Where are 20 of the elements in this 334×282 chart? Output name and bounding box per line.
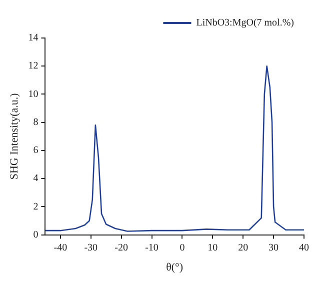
legend-label: LiNbO3:MgO(7 mol.%) — [196, 18, 294, 29]
x-tick-label: -40 — [54, 242, 68, 254]
y-tick-label: 0 — [33, 229, 38, 240]
x-tick-label: 0 — [180, 242, 185, 254]
x-tick-label: 30 — [268, 242, 279, 254]
y-axis-title: SHG Intensity(a.u.) — [8, 92, 20, 180]
x-tick-label: 10 — [208, 242, 218, 254]
y-tick-label: 12 — [28, 60, 38, 72]
x-axis-title: θ(°) — [166, 261, 184, 274]
y-tick-label: 10 — [28, 88, 38, 100]
y-tick-label: 6 — [33, 145, 38, 156]
x-tick-label: 20 — [238, 242, 248, 254]
y-tick-label: 14 — [28, 32, 38, 44]
x-tick-label: -10 — [145, 242, 158, 254]
y-tick-label: 2 — [33, 201, 38, 212]
x-tick-label: -20 — [114, 242, 128, 254]
y-tick-label: 4 — [33, 173, 38, 184]
y-tick-label: 8 — [33, 116, 38, 128]
x-tick-label: -30 — [84, 242, 98, 254]
x-tick-label: 40 — [299, 242, 309, 254]
